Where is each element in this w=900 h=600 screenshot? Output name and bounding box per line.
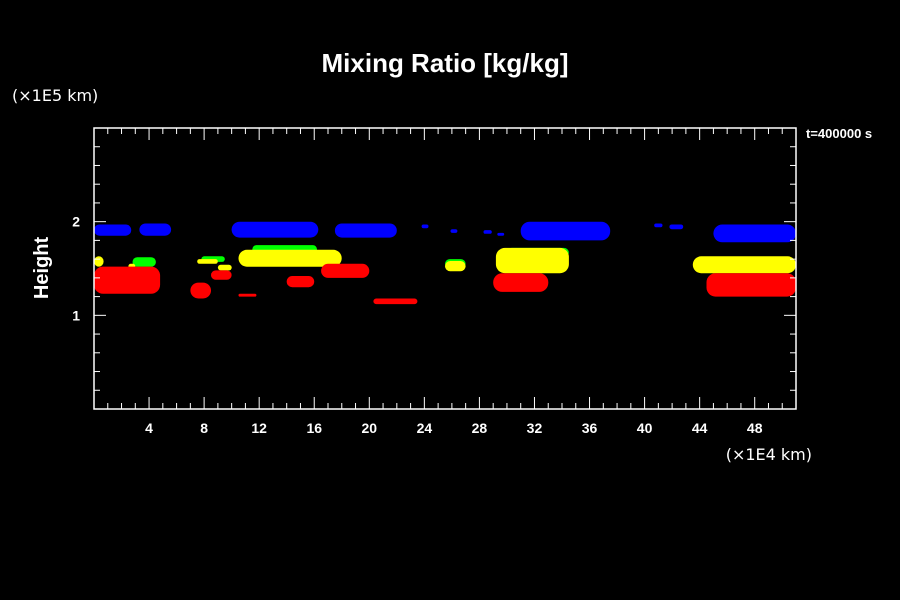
- x-axis-ticks: 4 8 12 16 20 24 28 32 36 40 44 48: [107, 128, 783, 436]
- region-0-4: [421, 224, 429, 229]
- region-3-8: [706, 273, 796, 297]
- time-label: t=400000 s: [806, 126, 872, 141]
- x-unit-label: (×1E4 km): [726, 445, 812, 464]
- plot-frame: [93, 127, 797, 410]
- region-0-6: [483, 230, 492, 234]
- region-0-3: [334, 223, 397, 238]
- region-0-7: [497, 232, 505, 236]
- x-tick-label-4: 4: [145, 420, 153, 436]
- region-1-0: [132, 257, 156, 267]
- x-tick-label-16: 16: [306, 420, 322, 436]
- region-2-4: [238, 249, 342, 267]
- region-3-0: [94, 266, 161, 294]
- x-tick-label-8: 8: [200, 420, 208, 436]
- x-tick-label-12: 12: [251, 420, 267, 436]
- y-axis-ticks: 12: [72, 146, 796, 391]
- region-0-1: [139, 223, 172, 236]
- y-unit-label: (×1E5 km): [12, 86, 98, 105]
- region-2-2: [197, 259, 218, 264]
- y-tick-label-2: 2: [72, 214, 80, 230]
- plot-regions: [94, 221, 796, 305]
- region-0-5: [450, 229, 458, 233]
- x-tick-label-32: 32: [527, 420, 543, 436]
- region-3-5: [321, 263, 370, 278]
- region-2-7: [692, 256, 796, 274]
- x-tick-label-28: 28: [472, 420, 488, 436]
- region-0-9: [654, 223, 663, 228]
- x-tick-label-20: 20: [362, 420, 378, 436]
- region-3-6: [373, 298, 418, 305]
- y-axis-title: Height: [31, 237, 53, 300]
- region-0-8: [520, 221, 611, 241]
- chart-title: Mixing Ratio [kg/kg]: [322, 48, 569, 78]
- region-3-4: [286, 276, 315, 288]
- region-3-3: [238, 293, 257, 297]
- y-tick-label-1: 1: [72, 307, 80, 323]
- region-3-2: [211, 270, 232, 280]
- region-2-5: [445, 261, 466, 272]
- region-0-2: [231, 221, 319, 238]
- x-tick-label-24: 24: [417, 420, 433, 436]
- region-2-6: [495, 247, 569, 274]
- x-tick-label-44: 44: [692, 420, 708, 436]
- region-3-1: [190, 282, 211, 299]
- x-tick-label-36: 36: [582, 420, 598, 436]
- region-0-10: [669, 224, 684, 230]
- region-0-0: [94, 224, 132, 236]
- region-2-0: [94, 256, 104, 267]
- x-tick-label-48: 48: [747, 420, 763, 436]
- region-0-11: [713, 224, 796, 243]
- region-3-7: [493, 273, 549, 292]
- x-tick-label-40: 40: [637, 420, 653, 436]
- region-2-3: [217, 264, 232, 271]
